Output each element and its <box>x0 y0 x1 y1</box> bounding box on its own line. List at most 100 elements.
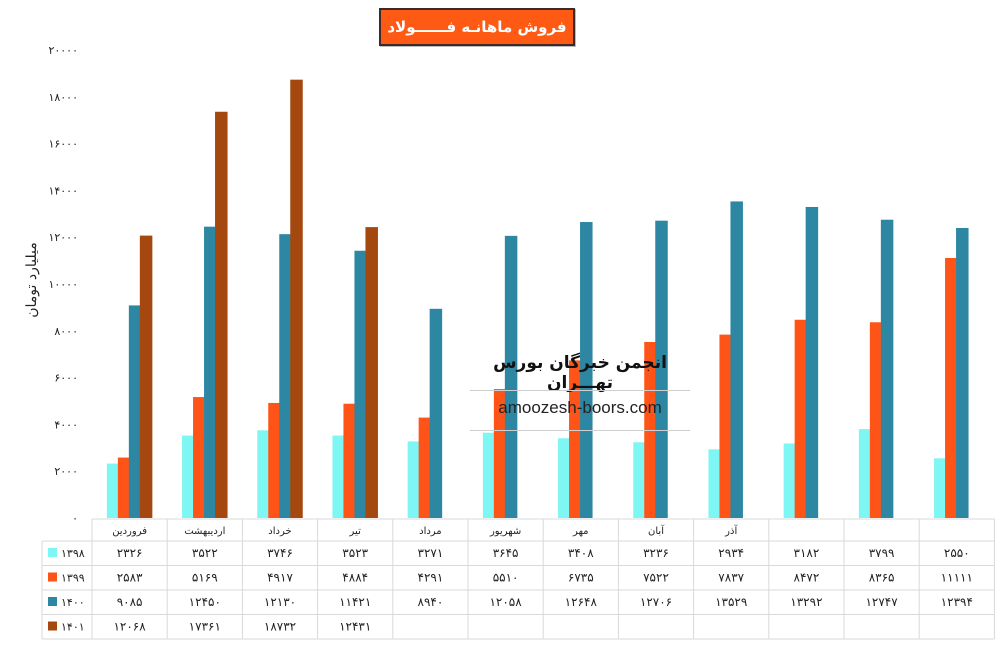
data-value-label: ۷۸۳۷ <box>718 571 744 585</box>
data-value-label: ۸۴۷۲ <box>794 571 820 585</box>
category-label: آبان <box>648 524 665 537</box>
bar <box>644 341 657 518</box>
bar <box>880 219 894 518</box>
legend-label: ۱۴۰۱ <box>61 621 85 634</box>
data-value-label: ۵۱۶۹ <box>192 571 218 585</box>
bar <box>418 417 432 518</box>
data-value-label: ۱۱۴۲۱ <box>339 595 371 609</box>
bar <box>719 334 732 518</box>
data-value-label: ۱۳۵۲۹ <box>715 595 747 609</box>
category-label: تیر <box>349 526 362 537</box>
bar <box>655 220 668 518</box>
data-value-label: ۳۲۷۱ <box>418 546 444 560</box>
y-tick-label: ۲۰۰۰۰ <box>48 44 78 57</box>
data-value-label: ۳۱۸۲ <box>794 546 820 560</box>
bar <box>934 458 947 518</box>
bar <box>106 463 120 518</box>
data-value-label: ۲۵۸۳ <box>117 571 143 585</box>
data-value-label: ۱۳۲۹۲ <box>790 595 822 609</box>
bar <box>569 360 582 518</box>
legend-swatch <box>48 548 57 557</box>
data-value-label: ۲۳۲۶ <box>117 546 143 560</box>
watermark-divider-top <box>470 390 690 391</box>
data-value-label: ۸۹۴۰ <box>418 595 444 609</box>
y-tick-label: ۱۰۰۰۰ <box>48 278 78 291</box>
bar <box>354 250 367 518</box>
bar <box>482 432 496 518</box>
data-value-label: ۱۷۳۶۱ <box>189 620 221 634</box>
category-label: فروردین <box>112 526 147 537</box>
bar <box>407 441 421 518</box>
y-tick-label: ۴۰۰۰ <box>54 418 78 431</box>
category-label: اردیبهشت <box>184 526 225 537</box>
bar <box>365 227 378 518</box>
bar <box>580 222 593 518</box>
y-tick-label: ۱۸۰۰۰ <box>48 91 78 104</box>
y-tick-label: ۱۴۰۰۰ <box>48 184 78 197</box>
y-tick-label: ۶۰۰۰ <box>54 372 78 385</box>
bar <box>945 258 958 518</box>
y-tick-label: ۰ <box>72 512 78 525</box>
data-value-label: ۳۲۳۶ <box>643 546 669 560</box>
data-value-label: ۳۴۰۸ <box>568 546 594 560</box>
bar <box>708 449 721 518</box>
data-value-label: ۵۵۱۰ <box>493 571 519 585</box>
bar <box>182 435 195 518</box>
data-value-label: ۱۲۴۳۱ <box>339 620 371 634</box>
legend-label: ۱۳۹۹ <box>61 572 85 585</box>
data-value-label: ۱۲۰۵۸ <box>489 595 522 609</box>
y-tick-label: ۸۰۰۰ <box>54 325 78 338</box>
data-value-label: ۸۳۶۵ <box>869 571 895 585</box>
data-value-label: ۳۶۴۵ <box>493 546 519 560</box>
bar <box>633 442 646 518</box>
bar <box>257 430 270 518</box>
data-value-label: ۱۲۴۵۰ <box>189 595 221 609</box>
bar <box>956 227 969 518</box>
data-value-label: ۳۵۲۲ <box>192 546 218 560</box>
data-value-label: ۴۹۱۷ <box>267 571 293 585</box>
data-value-label: ۶۷۳۵ <box>568 571 594 585</box>
data-value-label: ۱۸۷۳۲ <box>264 620 296 634</box>
legend-swatch <box>48 572 57 582</box>
data-value-label: ۴۲۹۱ <box>418 571 444 585</box>
y-tick-label: ۱۲۰۰۰ <box>48 231 78 244</box>
y-tick-label: ۲۰۰۰ <box>54 465 78 478</box>
data-value-label: ۴۸۸۴ <box>342 571 368 585</box>
bar <box>343 403 356 518</box>
data-value-label: ۱۲۶۴۸ <box>565 595 598 609</box>
legend-swatch <box>48 621 57 631</box>
y-axis-label: میلیارد تومان <box>24 242 40 318</box>
bar <box>268 402 281 518</box>
bar <box>204 226 217 519</box>
data-value-label: ۷۵۲۲ <box>643 571 669 585</box>
bar <box>558 438 571 518</box>
bar <box>805 206 819 518</box>
legend-label: ۱۴۰۰ <box>61 596 85 609</box>
bar <box>794 319 808 518</box>
data-value-label: ۱۲۰۶۸ <box>113 620 146 634</box>
data-value-label: ۳۵۲۳ <box>342 546 368 560</box>
category-label: خرداد <box>268 526 291 537</box>
data-value-label: ۳۷۹۹ <box>869 546 895 560</box>
watermark-name: انجمن خبرگان بورس تهـــران <box>493 353 667 393</box>
bar <box>279 234 292 518</box>
category-label: مهر <box>572 526 588 537</box>
bar <box>493 389 507 518</box>
data-value-label: ۱۲۷۴۷ <box>865 595 898 609</box>
y-tick-label: ۱۶۰۰۰ <box>48 138 78 151</box>
data-value-label: ۲۵۵۰ <box>944 546 970 560</box>
bar <box>290 79 303 518</box>
chart-title: فروش ماهانـه فــــــولاد <box>379 8 575 46</box>
bar <box>869 322 883 518</box>
data-value-label: ۱۲۷۰۶ <box>640 595 672 609</box>
bar <box>730 201 743 519</box>
bar <box>193 397 206 518</box>
bar <box>858 429 872 518</box>
data-value-label: ۲۹۳۴ <box>718 546 744 560</box>
data-value-label: ۹۰۸۵ <box>117 595 143 609</box>
watermark-divider-bottom <box>470 430 690 431</box>
bar <box>504 235 518 518</box>
category-label: شهریور <box>489 526 521 537</box>
data-value-label: ۱۲۱۳۰ <box>264 595 296 609</box>
